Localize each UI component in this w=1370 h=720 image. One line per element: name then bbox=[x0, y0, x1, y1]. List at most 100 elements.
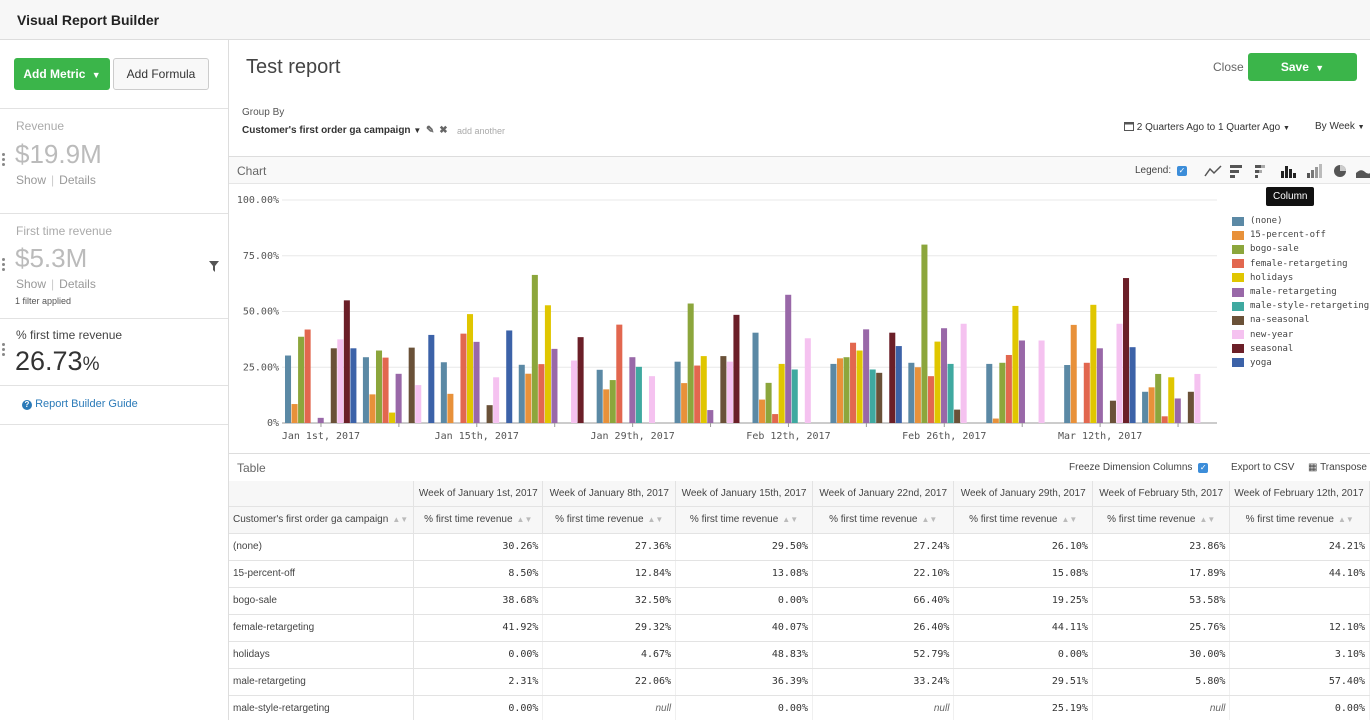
legend-swatch bbox=[1232, 230, 1244, 240]
group-by-dimension[interactable]: Customer's first order ga campaign ▼ ✎ ✖ bbox=[242, 125, 448, 136]
y-tick-label: 100.00% bbox=[237, 195, 279, 206]
chart-bar bbox=[525, 373, 532, 423]
table-cell: 66.40% bbox=[812, 587, 955, 615]
week-header: Week of February 5th, 2017 bbox=[1092, 481, 1231, 507]
drag-handle-icon[interactable] bbox=[2, 153, 6, 167]
week-header-row: Week of January 1st, 2017 Week of Januar… bbox=[229, 481, 1370, 507]
export-csv-link[interactable]: Export to CSV bbox=[1231, 462, 1295, 473]
area-chart-icon[interactable] bbox=[1356, 164, 1370, 178]
chart-bar bbox=[895, 346, 902, 423]
table-cell: 0.00% bbox=[675, 695, 813, 720]
sort-icon[interactable]: ▲▼ bbox=[1199, 515, 1216, 524]
sort-icon[interactable]: ▲▼ bbox=[516, 515, 533, 524]
legend-item[interactable]: new-year bbox=[1232, 328, 1369, 342]
metric-details-link[interactable]: Details bbox=[59, 277, 96, 291]
table-cell: 36.39% bbox=[675, 668, 813, 696]
sort-icon[interactable]: ▲▼ bbox=[782, 515, 799, 524]
metric-header[interactable]: % first time revenue ▲▼ bbox=[675, 506, 813, 534]
metric-show-link[interactable]: Show bbox=[16, 173, 47, 187]
add-formula-button[interactable]: Add Formula bbox=[113, 58, 209, 90]
transpose-button[interactable]: ▦ Transpose bbox=[1308, 462, 1367, 473]
freeze-checkbox[interactable]: ✓ bbox=[1198, 463, 1209, 473]
dimension-header[interactable]: Customer's first order ga campaign ▲▼ bbox=[229, 506, 415, 534]
caret-down-icon[interactable]: ▼ bbox=[413, 126, 422, 135]
drag-handle-icon[interactable] bbox=[2, 258, 6, 272]
line-chart-icon[interactable] bbox=[1204, 164, 1222, 178]
report-title[interactable]: Test report bbox=[246, 56, 341, 78]
legend-item[interactable]: holidays bbox=[1232, 271, 1369, 285]
sort-icon[interactable]: ▲▼ bbox=[392, 515, 409, 524]
legend-label: female-retargeting bbox=[1250, 258, 1348, 269]
metric-card-pct-first-time-revenue[interactable]: % first time revenue 26.73% bbox=[0, 318, 228, 385]
metric-show-link[interactable]: Show bbox=[16, 277, 47, 291]
metric-links: Show | Details bbox=[16, 173, 96, 187]
x-tick-label: Feb 12th, 2017 bbox=[746, 431, 830, 442]
legend-label: male-style-retargeting bbox=[1250, 301, 1370, 312]
date-range-picker[interactable]: 2 Quarters Ago to 1 Quarter Ago ▼ bbox=[1124, 121, 1290, 133]
metric-header[interactable]: % first time revenue ▲▼ bbox=[812, 506, 955, 534]
legend-item[interactable]: na-seasonal bbox=[1232, 313, 1369, 327]
legend-item[interactable]: male-retargeting bbox=[1232, 285, 1369, 299]
sort-icon[interactable]: ▲▼ bbox=[1061, 515, 1078, 524]
metric-header[interactable]: % first time revenue ▲▼ bbox=[413, 506, 544, 534]
metric-value: $19.9M bbox=[15, 139, 102, 169]
close-button[interactable]: Close bbox=[1213, 60, 1244, 74]
legend-item[interactable]: (none) bbox=[1232, 214, 1369, 228]
pencil-icon[interactable]: ✎ bbox=[426, 125, 435, 136]
metric-card-first-time-revenue[interactable]: First time revenue $5.3M Show | Details 1 … bbox=[0, 213, 228, 318]
stacked-bar-icon[interactable] bbox=[1254, 164, 1272, 178]
column-chart-icon[interactable] bbox=[1280, 164, 1298, 178]
metric-header[interactable]: % first time revenue ▲▼ bbox=[1229, 506, 1370, 534]
legend-item[interactable]: bogo-sale bbox=[1232, 242, 1369, 256]
metric-value: 26.73% bbox=[15, 346, 99, 377]
chart-bar bbox=[285, 355, 292, 423]
table-cell: 5.80% bbox=[1092, 668, 1231, 696]
legend-swatch bbox=[1232, 315, 1244, 325]
legend-item[interactable]: seasonal bbox=[1232, 342, 1369, 356]
add-another-link[interactable]: add another bbox=[457, 126, 506, 136]
metric-card-revenue[interactable]: Revenue $19.9M Show | Details bbox=[0, 108, 228, 213]
legend-item[interactable]: yoga bbox=[1232, 356, 1369, 370]
remove-icon[interactable]: ✖ bbox=[439, 125, 448, 136]
pie-chart-icon[interactable] bbox=[1332, 164, 1350, 178]
stacked-column-icon[interactable] bbox=[1306, 164, 1324, 178]
guide-link-label: Report Builder Guide bbox=[35, 398, 138, 410]
add-formula-label: Add Formula bbox=[126, 67, 196, 81]
freeze-columns-toggle[interactable]: Freeze Dimension Columns ✓ bbox=[1069, 462, 1209, 473]
chart-bar bbox=[914, 367, 921, 423]
chart-bar bbox=[733, 314, 740, 423]
report-builder-guide-link[interactable]: ? Report Builder Guide bbox=[22, 398, 138, 410]
legend-label: Legend: bbox=[1135, 165, 1172, 176]
filter-icon[interactable] bbox=[209, 261, 219, 272]
chart-bar bbox=[791, 369, 798, 423]
chart-bar bbox=[1070, 324, 1077, 423]
legend-item[interactable]: 15-percent-off bbox=[1232, 228, 1369, 242]
interval-select[interactable]: By Week ▼ bbox=[1315, 121, 1365, 132]
chart-bar bbox=[1116, 323, 1123, 423]
table-cell: 24.21% bbox=[1229, 533, 1370, 561]
save-button[interactable]: Save ▼ bbox=[1248, 53, 1357, 81]
sort-icon[interactable]: ▲▼ bbox=[1337, 515, 1354, 524]
chart-bar bbox=[486, 405, 493, 423]
add-metric-button[interactable]: Add Metric ▼ bbox=[14, 58, 110, 90]
legend-item[interactable]: male-style-retargeting bbox=[1232, 299, 1369, 313]
table-cell: 29.51% bbox=[953, 668, 1093, 696]
bar-chart-icon[interactable] bbox=[1229, 164, 1247, 178]
legend-checkbox[interactable]: ✓ bbox=[1176, 166, 1187, 176]
chart-bar bbox=[428, 334, 435, 423]
drag-handle-icon[interactable] bbox=[2, 343, 6, 357]
chart-bar bbox=[343, 300, 350, 423]
sort-icon[interactable]: ▲▼ bbox=[647, 515, 664, 524]
metric-header[interactable]: % first time revenue ▲▼ bbox=[542, 506, 677, 534]
metric-header[interactable]: % first time revenue ▲▼ bbox=[1092, 506, 1231, 534]
metric-header-label: % first time revenue bbox=[969, 514, 1058, 525]
sort-icon[interactable]: ▲▼ bbox=[921, 515, 938, 524]
table-cell: 3.10% bbox=[1229, 641, 1370, 669]
add-metric-label: Add Metric bbox=[23, 67, 86, 81]
legend-item[interactable]: female-retargeting bbox=[1232, 257, 1369, 271]
metric-header[interactable]: % first time revenue ▲▼ bbox=[953, 506, 1093, 534]
metric-details-link[interactable]: Details bbox=[59, 173, 96, 187]
legend-toggle[interactable]: Legend: ✓ bbox=[1135, 165, 1187, 176]
chart-bar bbox=[375, 350, 383, 423]
guide-section: ? Report Builder Guide bbox=[0, 385, 228, 425]
